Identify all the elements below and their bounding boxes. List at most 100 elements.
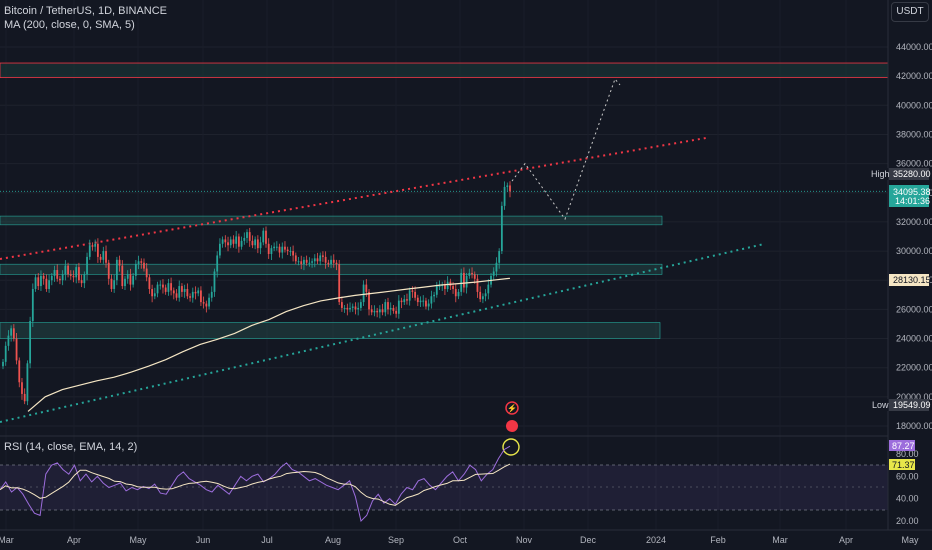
symbol-legend[interactable]: Bitcoin / TetherUS, 1D, BINANCE [4,5,168,17]
candle-body [110,278,113,289]
candle-body [129,274,132,285]
candle-body [322,255,324,257]
candle-body [202,302,205,304]
candle-body [21,382,23,394]
candle-body [69,274,72,276]
ma-price-label: 28130.15 [889,274,931,286]
time-tick: Jul [261,535,273,545]
candle-body [246,232,248,238]
currency-button[interactable]: USDT [891,2,929,22]
candle-body [422,300,425,302]
candle-body [45,278,48,289]
candle-body [300,261,303,265]
event-markers[interactable]: ⚡ [502,401,520,456]
candle-body [88,245,91,257]
candle-body [338,264,341,303]
time-axis-ticks: Mar Apr May Jun Jul Aug Sep Oct Nov Dec 2024 Feb Mar… [0,535,919,545]
candle-body [392,307,395,311]
candle-body [495,262,498,272]
time-tick: Jun [196,535,211,545]
candle-body [419,300,422,303]
candle-body [75,267,78,278]
candle-body [105,251,107,263]
candle-body [444,284,446,289]
time-tick: May [129,535,147,545]
candle-body [15,338,18,361]
rsi-band [0,465,888,510]
candle-body [460,272,463,292]
candle-body [216,255,219,272]
high-value: 35280.00 [893,169,931,179]
ma-legend[interactable]: MA (200, close, 0, SMA, 5) [4,19,135,31]
time-scale[interactable] [0,530,932,550]
price-tick: 20000.00 [896,392,932,402]
zone-32000 [0,215,663,226]
projection-path[interactable] [511,78,621,221]
candle-body [284,246,286,250]
candle-body [59,278,61,281]
candle-body [153,293,156,297]
candle-body [167,283,170,292]
candle-body [303,259,305,265]
price-tick: 24000.00 [896,334,932,344]
time-tick: 2024 [646,535,666,545]
candle-body [267,243,270,254]
high-label: High 35280.00 [866,168,931,180]
candle-body [332,259,335,263]
candle-body [224,239,227,243]
flash-event-icon[interactable] [505,401,519,415]
candle-body [311,261,313,263]
candle-body [411,290,414,292]
current-price-label: 34095.38 14:01:36 [889,185,931,207]
candle-body [31,288,34,322]
candle-body [29,321,32,364]
candle-body [48,280,50,289]
candle-body [140,261,143,263]
price-tick: 36000.00 [896,159,932,169]
candle-body [4,345,7,362]
candle-body [403,299,406,303]
candle-body [373,310,376,313]
candle-body [181,286,183,292]
candle-body [227,242,229,246]
candle-body [61,274,64,281]
candle-body [335,262,338,265]
candle-body [506,185,509,187]
candle-body [408,290,411,301]
candle-body [240,240,243,247]
candle-body [178,286,181,298]
candle-body [208,297,210,307]
candle-body [164,287,167,292]
candle-body [341,302,343,308]
candle-body [387,302,389,310]
candle-body [91,245,94,247]
time-tick: Apr [839,535,853,545]
candle-body [500,205,503,252]
candle-body [294,255,297,262]
candle-body [435,286,438,295]
candle-body [145,268,148,278]
candle-body [67,265,69,275]
candle-body [509,185,511,192]
rsi-ma-value: 71.37 [892,460,915,470]
candle-body [132,275,135,285]
candle-body [395,310,398,314]
candle-body [64,265,67,275]
candle-body [351,306,354,308]
candle-body [12,328,15,339]
price-tick: 18000.00 [896,421,932,431]
candle-body [430,296,433,304]
candle-body [213,271,216,292]
candle-body [346,307,349,310]
earnings-event-icon[interactable] [506,420,518,432]
candle-body [365,284,368,292]
candle-body [327,262,330,265]
rsi-legend[interactable]: RSI (14, close, EMA, 14, 2) [4,441,138,453]
candle-body [248,232,251,241]
candle-body [42,275,45,279]
candle-body [210,291,213,298]
candle-body [359,302,362,308]
price-tick: 32000.00 [896,217,932,227]
candle-body [124,278,126,287]
